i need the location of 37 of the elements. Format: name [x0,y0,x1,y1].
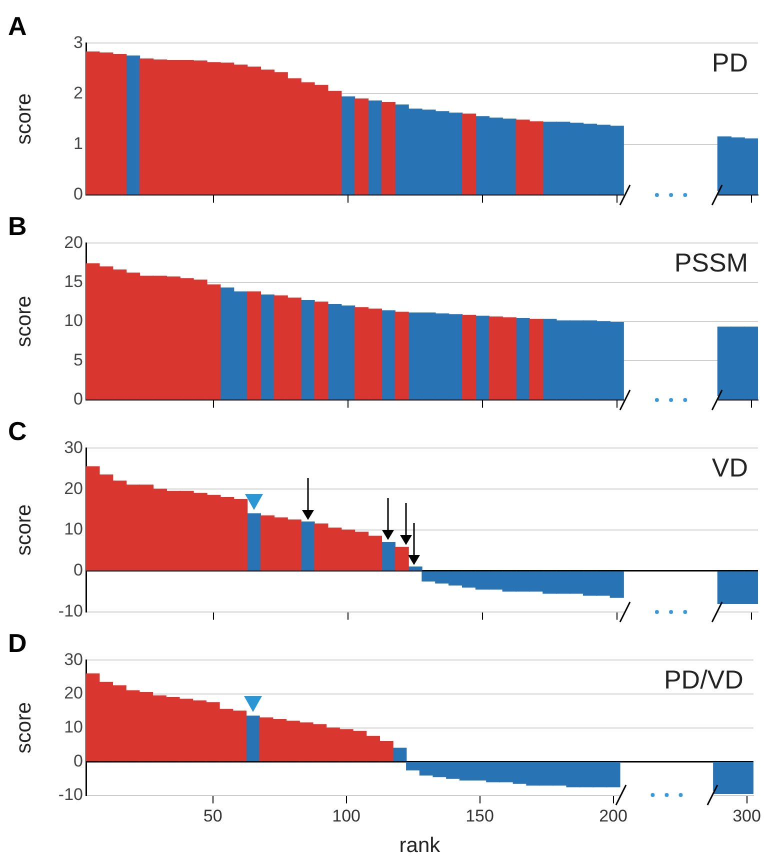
annotation: PSSM [674,247,748,278]
y-tick-label: 0 [74,560,83,580]
chart-title: A [8,10,27,41]
y-tick-label: 3 [74,32,83,52]
y-tick-label: 0 [74,751,83,770]
x-tick-label: 150 [466,806,494,826]
y-tick-label: 10 [64,311,83,330]
y-tick-label: 30 [64,650,83,669]
y-tick-label: 10 [64,520,83,539]
chart-title: C [8,416,27,446]
x-tick-label: 300 [732,806,761,826]
y-tick-label: 5 [74,350,83,370]
x-axis-title: rank [399,834,441,858]
y-axis-title: score [12,702,36,754]
y-tick-label: 0 [74,184,83,204]
y-tick-label: 20 [64,478,83,498]
chart-title: D [8,628,27,658]
chart-title: B [8,210,27,241]
annotation: PD [712,47,748,78]
y-tick-label: 15 [64,272,83,292]
x-tick-label: 200 [599,806,628,826]
y-axis-title: score [12,504,36,556]
y-tick-label: 2 [74,83,83,102]
y-tick-label: 20 [64,232,83,252]
y-tick-label: 0 [74,389,83,408]
annotation: VD [712,452,748,482]
y-tick-label: 1 [74,134,83,153]
y-tick-label: -10 [58,785,83,804]
y-axis-title: score [12,296,36,348]
x-tick-label: 50 [203,806,222,826]
y-axis-title: score [12,93,36,145]
y-tick-label: 30 [64,438,83,457]
y-tick-label: 20 [64,684,83,703]
annotation: PD/VD [664,664,744,694]
y-tick-label: -10 [58,601,83,620]
x-tick-label: 100 [332,806,360,826]
y-tick-label: 10 [64,717,83,736]
